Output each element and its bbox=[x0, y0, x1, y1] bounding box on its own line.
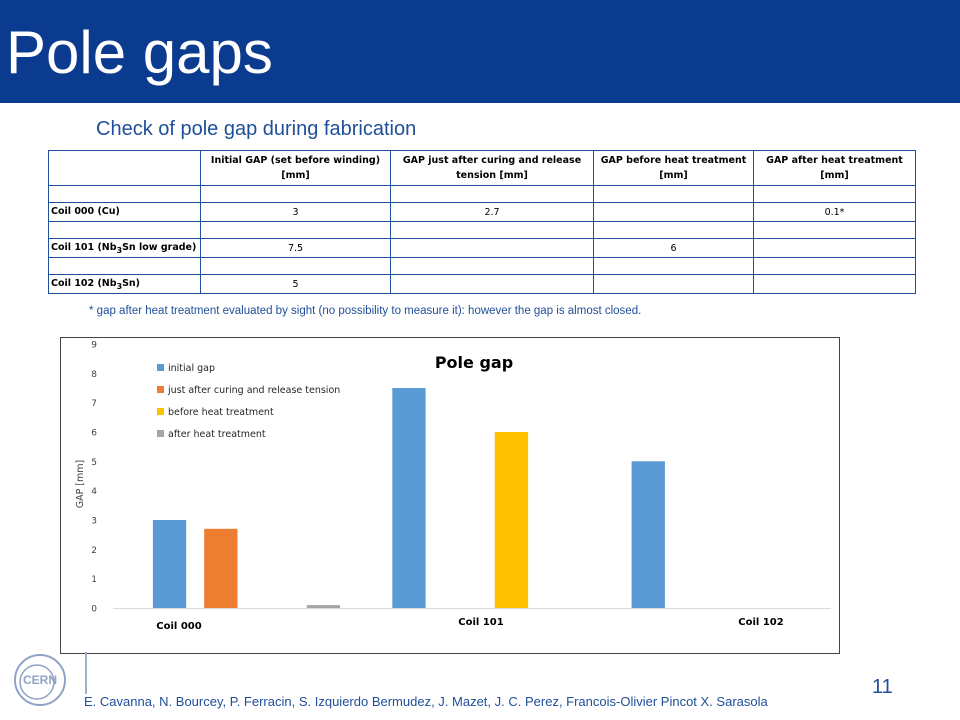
table-header-cell: GAP just after curing and release tensio… bbox=[390, 150, 594, 186]
y-tick-label: 4 bbox=[91, 487, 97, 497]
y-tick-label: 1 bbox=[91, 575, 97, 585]
bar bbox=[631, 461, 665, 608]
table-spacer-row bbox=[48, 185, 916, 203]
y-tick-label: 0 bbox=[91, 605, 97, 615]
table-row: Coil 102 (Nb3Sn) 5 bbox=[48, 274, 916, 294]
table-header-row: Initial GAP (set before winding) [mm] GA… bbox=[48, 150, 916, 186]
table-cell: 3 bbox=[200, 202, 391, 222]
legend-label: just after curing and release tension bbox=[167, 385, 340, 396]
legend-swatch bbox=[157, 408, 164, 415]
row-label: Coil 102 (Nb3Sn) bbox=[48, 274, 201, 294]
page-number: 11 bbox=[872, 676, 893, 698]
chart-frame: 0 1 2 3 4 5 6 7 8 9 GAP [mm] Pole gap Coil 000 Coil 1… bbox=[60, 337, 840, 654]
legend-swatch bbox=[157, 430, 164, 437]
footer-divider bbox=[85, 652, 87, 694]
pole-gap-table: Initial GAP (set before winding) [mm] GA… bbox=[48, 150, 916, 294]
x-tick-label: Coil 102 bbox=[738, 617, 783, 628]
legend-swatch bbox=[157, 386, 164, 393]
table-header-cell: Initial GAP (set before winding) [mm] bbox=[200, 150, 391, 186]
row-label: Coil 101 (Nb3Sn low grade) bbox=[48, 238, 201, 258]
table-cell: 0.1* bbox=[753, 202, 916, 222]
y-axis-label: GAP [mm] bbox=[75, 460, 86, 509]
table-row: Coil 101 (Nb3Sn low grade) 7.5 6 bbox=[48, 238, 916, 258]
row-label: Coil 000 (Cu) bbox=[48, 202, 201, 222]
logo-text: CERN bbox=[23, 673, 57, 687]
table-spacer-row bbox=[48, 221, 916, 239]
title-bar: Pole gaps bbox=[0, 0, 960, 103]
x-tick-label: Coil 101 bbox=[458, 617, 503, 628]
table-cell bbox=[753, 238, 916, 258]
y-tick-label: 2 bbox=[91, 546, 97, 556]
y-tick-label: 3 bbox=[91, 517, 97, 527]
table-cell bbox=[593, 202, 754, 222]
footnote: * gap after heat treatment evaluated by … bbox=[89, 305, 642, 317]
table-cell: 6 bbox=[593, 238, 754, 258]
y-tick-label: 6 bbox=[91, 429, 97, 439]
bar bbox=[204, 528, 238, 608]
legend-label: initial gap bbox=[168, 363, 215, 374]
y-tick-label: 5 bbox=[91, 458, 97, 468]
table-cell bbox=[390, 238, 594, 258]
table-spacer-row bbox=[48, 257, 916, 275]
table-cell bbox=[390, 274, 594, 294]
y-tick-label: 8 bbox=[91, 370, 97, 380]
table-row: Coil 000 (Cu) 3 2.7 0.1* bbox=[48, 202, 916, 222]
authors: E. Cavanna, N. Bourcey, P. Ferracin, S. … bbox=[84, 694, 768, 709]
table-cell: 7.5 bbox=[200, 238, 391, 258]
bar bbox=[392, 388, 426, 608]
chart-title: Pole gap bbox=[435, 353, 513, 372]
table-header-cell: GAP before heat treatment [mm] bbox=[593, 150, 754, 186]
table-cell bbox=[753, 274, 916, 294]
cern-logo-icon: CERN bbox=[14, 654, 66, 706]
bar-chart: 0 1 2 3 4 5 6 7 8 9 GAP [mm] Pole gap Coil 000 Coil 1… bbox=[75, 341, 831, 632]
x-tick-label: Coil 000 bbox=[156, 621, 201, 632]
slide-title: Pole gaps bbox=[6, 19, 273, 86]
table-cell: 5 bbox=[200, 274, 391, 294]
bar bbox=[306, 605, 341, 608]
y-tick-label: 7 bbox=[91, 399, 97, 409]
bar bbox=[152, 520, 187, 608]
legend-label: before heat treatment bbox=[168, 407, 274, 418]
slide-subtitle: Check of pole gap during fabrication bbox=[96, 118, 417, 140]
y-tick-label: 9 bbox=[91, 341, 97, 351]
table-cell: 2.7 bbox=[390, 202, 594, 222]
table-cell bbox=[593, 274, 754, 294]
bar bbox=[494, 432, 529, 608]
table-header-cell bbox=[48, 150, 201, 186]
table-header-cell: GAP after heat treatment [mm] bbox=[753, 150, 916, 186]
legend-swatch bbox=[157, 364, 164, 371]
legend-label: after heat treatment bbox=[168, 429, 266, 440]
